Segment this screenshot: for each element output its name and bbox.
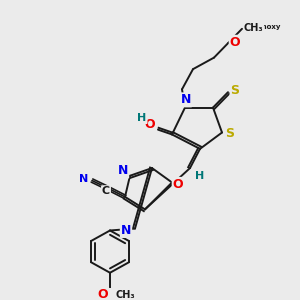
Text: C: C xyxy=(102,186,110,196)
Text: N: N xyxy=(80,174,88,184)
Text: N: N xyxy=(121,224,131,237)
Text: CH₃: CH₃ xyxy=(115,290,135,300)
Text: O: O xyxy=(145,118,155,131)
Text: CH₃: CH₃ xyxy=(244,23,264,33)
Text: N: N xyxy=(118,164,128,177)
Text: H: H xyxy=(137,113,147,123)
Text: methoxy: methoxy xyxy=(246,24,280,30)
Text: S: S xyxy=(230,84,239,97)
Text: O: O xyxy=(98,288,108,300)
Text: N: N xyxy=(181,93,191,106)
Text: O: O xyxy=(173,178,183,191)
Text: S: S xyxy=(226,127,235,140)
Text: H: H xyxy=(195,171,205,181)
Text: O: O xyxy=(230,36,240,49)
